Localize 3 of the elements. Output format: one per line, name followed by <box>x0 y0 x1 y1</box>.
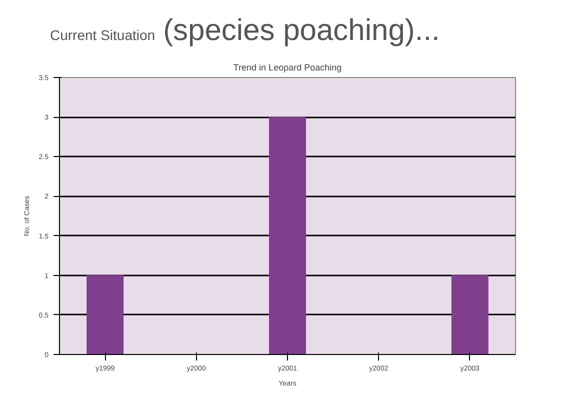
chart-title: Trend in Leopard Poaching <box>233 62 342 72</box>
text: (species poaching)... <box>163 14 440 47</box>
text: Current Situation <box>50 27 156 43</box>
